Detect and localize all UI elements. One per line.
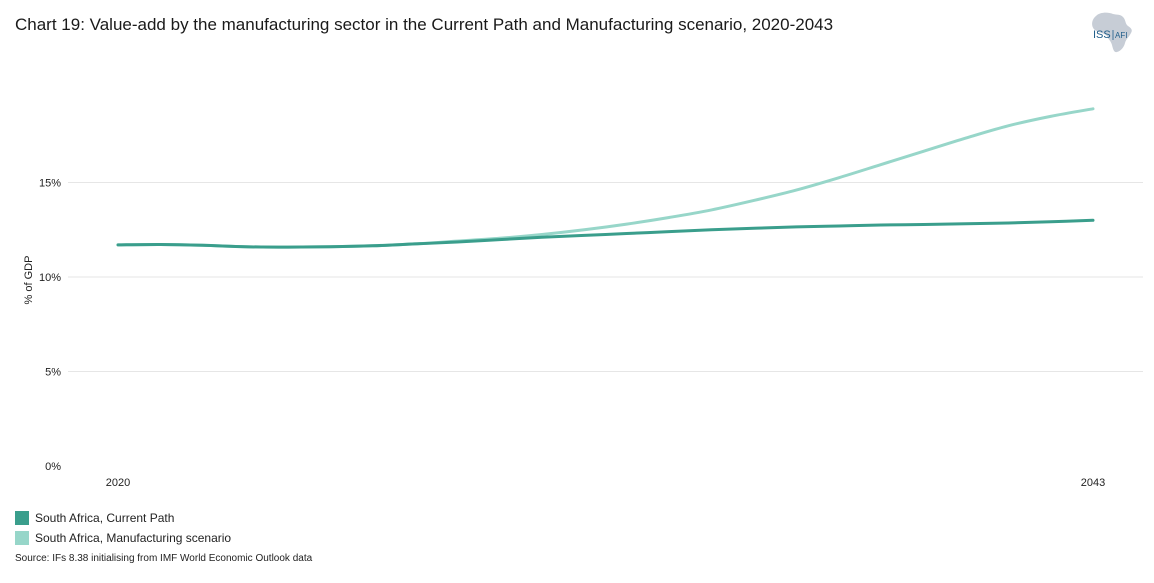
y-tick-label-5: 5% (45, 367, 61, 379)
source-note: Source: IFs 8.38 initialising from IMF W… (15, 553, 313, 564)
legend-swatch-current-path (15, 511, 29, 525)
legend-label-current-path: South Africa, Current Path (35, 511, 175, 525)
series-line-manufacturing-scenario[interactable] (116, 107, 1095, 249)
y-tick-label-10: 10% (39, 272, 61, 284)
series-line-current-path[interactable] (116, 218, 1095, 249)
logo-text-afi: AFI (1115, 31, 1127, 40)
x-axis-ticks: 2020 2043 (106, 477, 1105, 489)
x-tick-label-2020: 2020 (106, 477, 130, 489)
logo-text-iss: ISS (1093, 29, 1111, 41)
africa-map-shape (1092, 12, 1132, 53)
legend: South Africa, Current Path South Africa,… (15, 508, 231, 548)
legend-item-manufacturing-scenario[interactable]: South Africa, Manufacturing scenario (15, 528, 231, 548)
iss-afi-logo: ISS AFI (1092, 12, 1132, 53)
chart-title: Chart 19: Value-add by the manufacturing… (15, 15, 834, 34)
y-tick-label-15: 15% (39, 178, 61, 190)
legend-swatch-manufacturing-scenario (15, 531, 29, 545)
gridlines (68, 182, 1143, 372)
y-axis-label: % of GDP (23, 256, 35, 305)
y-axis-ticks: 0% 5% 10% 15% (39, 178, 61, 474)
series-lines (116, 107, 1095, 249)
line-chart: 0% 5% 10% 15% 2020 2043 % of GDP (23, 107, 1143, 489)
x-tick-label-2043: 2043 (1081, 477, 1105, 489)
y-tick-label-0: 0% (45, 461, 61, 473)
legend-item-current-path[interactable]: South Africa, Current Path (15, 508, 231, 528)
legend-label-manufacturing-scenario: South Africa, Manufacturing scenario (35, 531, 232, 545)
